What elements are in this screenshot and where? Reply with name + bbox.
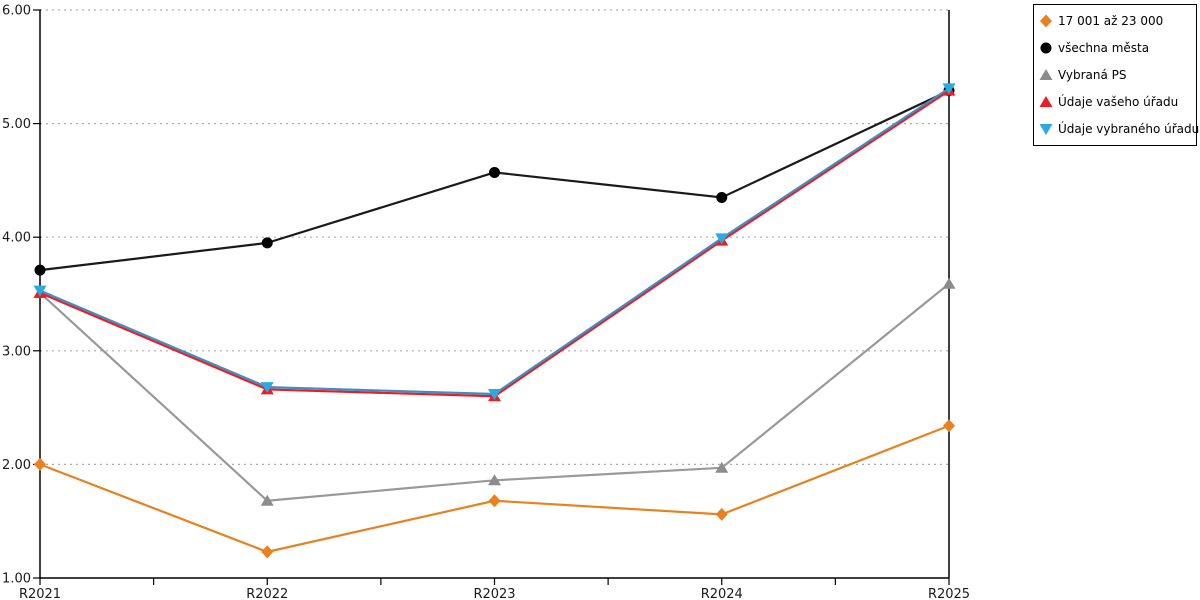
series-marker-diamond: [261, 545, 274, 559]
legend-label: Údaje vybraného úřadu: [1058, 122, 1200, 137]
series-marker-circle: [1040, 42, 1052, 54]
series-marker-triangle-up: [260, 494, 274, 506]
series-marker-triangle-down: [33, 285, 47, 297]
x-tick-label: R2021: [19, 587, 61, 600]
series-marker-triangle-up: [488, 474, 501, 486]
legend-label: všechna města: [1058, 40, 1150, 55]
legend-label: 17 001 až 23 000: [1058, 13, 1164, 28]
series-marker-triangle-up: [715, 461, 729, 473]
legend-item: všechna města: [1039, 41, 1191, 55]
legend: 17 001 až 23 000 všechna města Vybraná PS Ú…: [1033, 4, 1199, 146]
series-marker-triangle-down: [488, 388, 501, 400]
x-tick-label: R2022: [246, 587, 288, 600]
series-marker-triangle-up: [1039, 68, 1053, 80]
y-tick-label: 4.00: [2, 231, 31, 246]
legend-label: Údaje vašeho úřadu: [1058, 95, 1179, 110]
series-marker-diamond: [943, 419, 955, 433]
legend-triangle-up-icon: [1039, 96, 1053, 108]
legend-label: Vybraná PS: [1058, 67, 1127, 82]
x-tick-label: R2023: [473, 587, 515, 600]
series-2: [33, 277, 956, 506]
series-marker-circle: [34, 264, 46, 276]
series-marker-triangle-up: [942, 277, 956, 289]
series-1: [34, 85, 955, 276]
series-marker-diamond: [1040, 14, 1052, 28]
series-marker-triangle-up: [1039, 96, 1053, 108]
series-marker-diamond: [34, 457, 46, 471]
legend-circle-icon: [1040, 42, 1052, 54]
y-tick-label: 6.00: [2, 4, 31, 19]
series-marker-triangle-down: [260, 382, 274, 394]
y-tick-label: 5.00: [2, 117, 31, 132]
series-marker-circle: [716, 191, 728, 203]
series-marker-circle: [261, 237, 273, 249]
legend-triangle-down-icon: [1039, 124, 1053, 136]
series-3: [33, 84, 956, 402]
legend-item: Údaje vašeho úřadu: [1039, 95, 1191, 109]
x-tick-label: R2025: [928, 587, 970, 600]
legend-item: Vybraná PS: [1039, 68, 1191, 82]
series-line: [39, 87, 950, 396]
y-tick-label: 1.00: [2, 572, 31, 587]
series-marker-triangle-down: [1039, 124, 1053, 136]
series-line: [39, 89, 950, 398]
series-4: [33, 83, 956, 400]
series-marker-triangle-down: [942, 83, 956, 95]
y-tick-label: 3.00: [2, 344, 31, 359]
series-marker-triangle-down: [715, 233, 729, 245]
series-marker-circle: [489, 166, 500, 178]
legend-diamond-icon: [1040, 14, 1052, 28]
series-line: [39, 424, 950, 553]
legend-item: 17 001 až 23 000: [1039, 14, 1191, 28]
legend-triangle-up-icon: [1039, 68, 1053, 80]
series-marker-diamond: [715, 507, 728, 521]
series-marker-diamond: [488, 494, 501, 508]
y-tick-label: 2.00: [2, 458, 31, 473]
series-0: [34, 419, 955, 559]
x-tick-label: R2024: [701, 587, 743, 600]
legend-item: Údaje vybraného úřadu: [1039, 122, 1199, 136]
